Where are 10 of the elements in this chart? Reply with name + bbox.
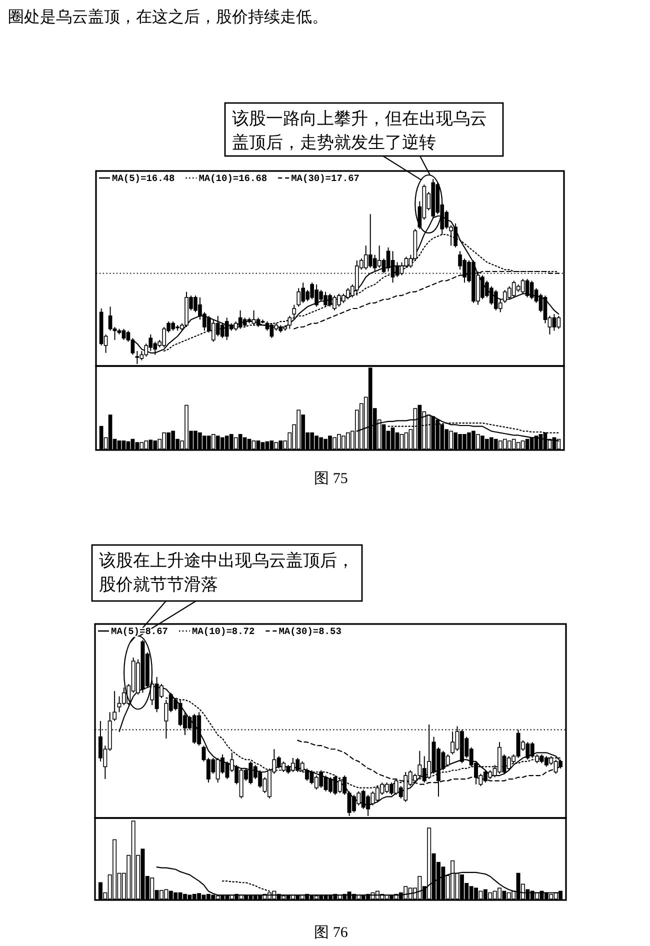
legend-label: MA(5)=16.48 xyxy=(112,173,176,184)
text: 该股一路向上攀升，但在出现乌云盖顶后，走势就发生了逆转 xyxy=(232,109,487,152)
caption: 图 75 xyxy=(314,471,348,487)
legend-label: MA(10)=8.72 xyxy=(192,626,256,637)
legend-label: MA(10)=16.68 xyxy=(198,173,268,184)
text: 圈处是乌云盖顶，在这之后，股价持续走低。 xyxy=(8,8,328,26)
caption: 图 76 xyxy=(314,925,348,941)
legend-label: MA(30)=8.53 xyxy=(278,626,342,637)
legend-label: MA(30)=17.67 xyxy=(291,173,360,184)
text: 该股在上升途中出现乌云盖顶后，股价就节节滑落 xyxy=(99,551,354,594)
